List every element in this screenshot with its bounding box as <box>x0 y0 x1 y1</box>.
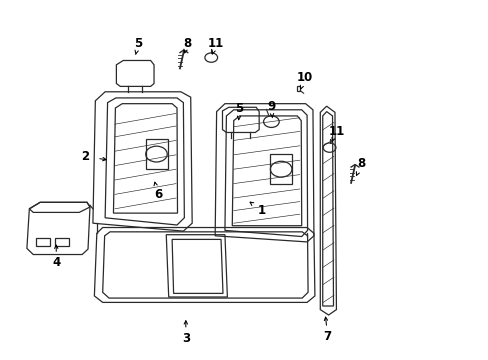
Text: 5: 5 <box>134 37 142 50</box>
Text: 7: 7 <box>323 330 331 343</box>
Text: 9: 9 <box>267 100 275 113</box>
Text: 11: 11 <box>327 125 344 138</box>
Text: 11: 11 <box>207 37 224 50</box>
Text: 6: 6 <box>154 188 162 201</box>
Text: 3: 3 <box>182 332 189 345</box>
Text: 1: 1 <box>257 204 265 217</box>
Text: 8: 8 <box>183 37 191 50</box>
Text: 5: 5 <box>235 102 243 114</box>
Text: 4: 4 <box>52 256 60 269</box>
Text: 10: 10 <box>296 71 313 84</box>
Text: 8: 8 <box>357 157 365 170</box>
Text: 2: 2 <box>81 150 89 163</box>
